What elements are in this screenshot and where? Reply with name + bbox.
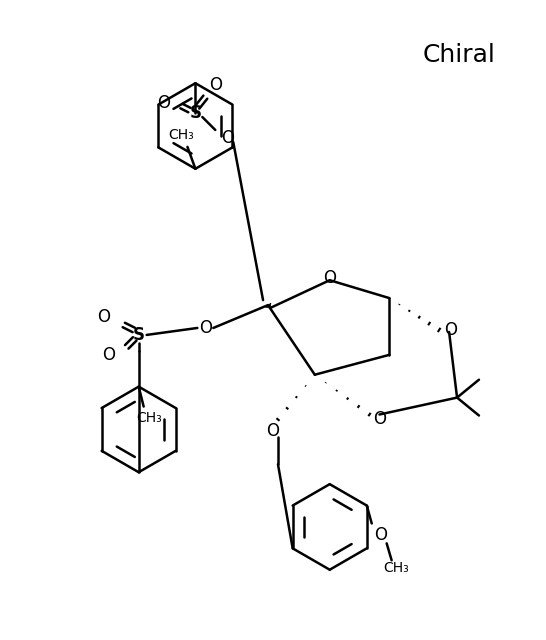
Text: CH₃: CH₃ — [384, 561, 410, 575]
Polygon shape — [265, 303, 271, 308]
Text: O: O — [209, 76, 222, 94]
Text: O: O — [199, 319, 212, 337]
Text: CH₃: CH₃ — [169, 128, 194, 142]
Text: O: O — [323, 269, 336, 287]
Text: O: O — [374, 526, 387, 545]
Text: S: S — [189, 104, 201, 122]
Text: S: S — [133, 326, 145, 344]
Text: O: O — [266, 422, 280, 440]
Text: CH₃: CH₃ — [136, 412, 162, 426]
Text: O: O — [157, 94, 170, 112]
Text: O: O — [444, 321, 458, 339]
Text: O: O — [102, 346, 115, 364]
Text: O: O — [221, 129, 234, 147]
Text: Chiral: Chiral — [423, 44, 495, 67]
Text: O: O — [373, 410, 386, 429]
Text: O: O — [97, 308, 110, 326]
